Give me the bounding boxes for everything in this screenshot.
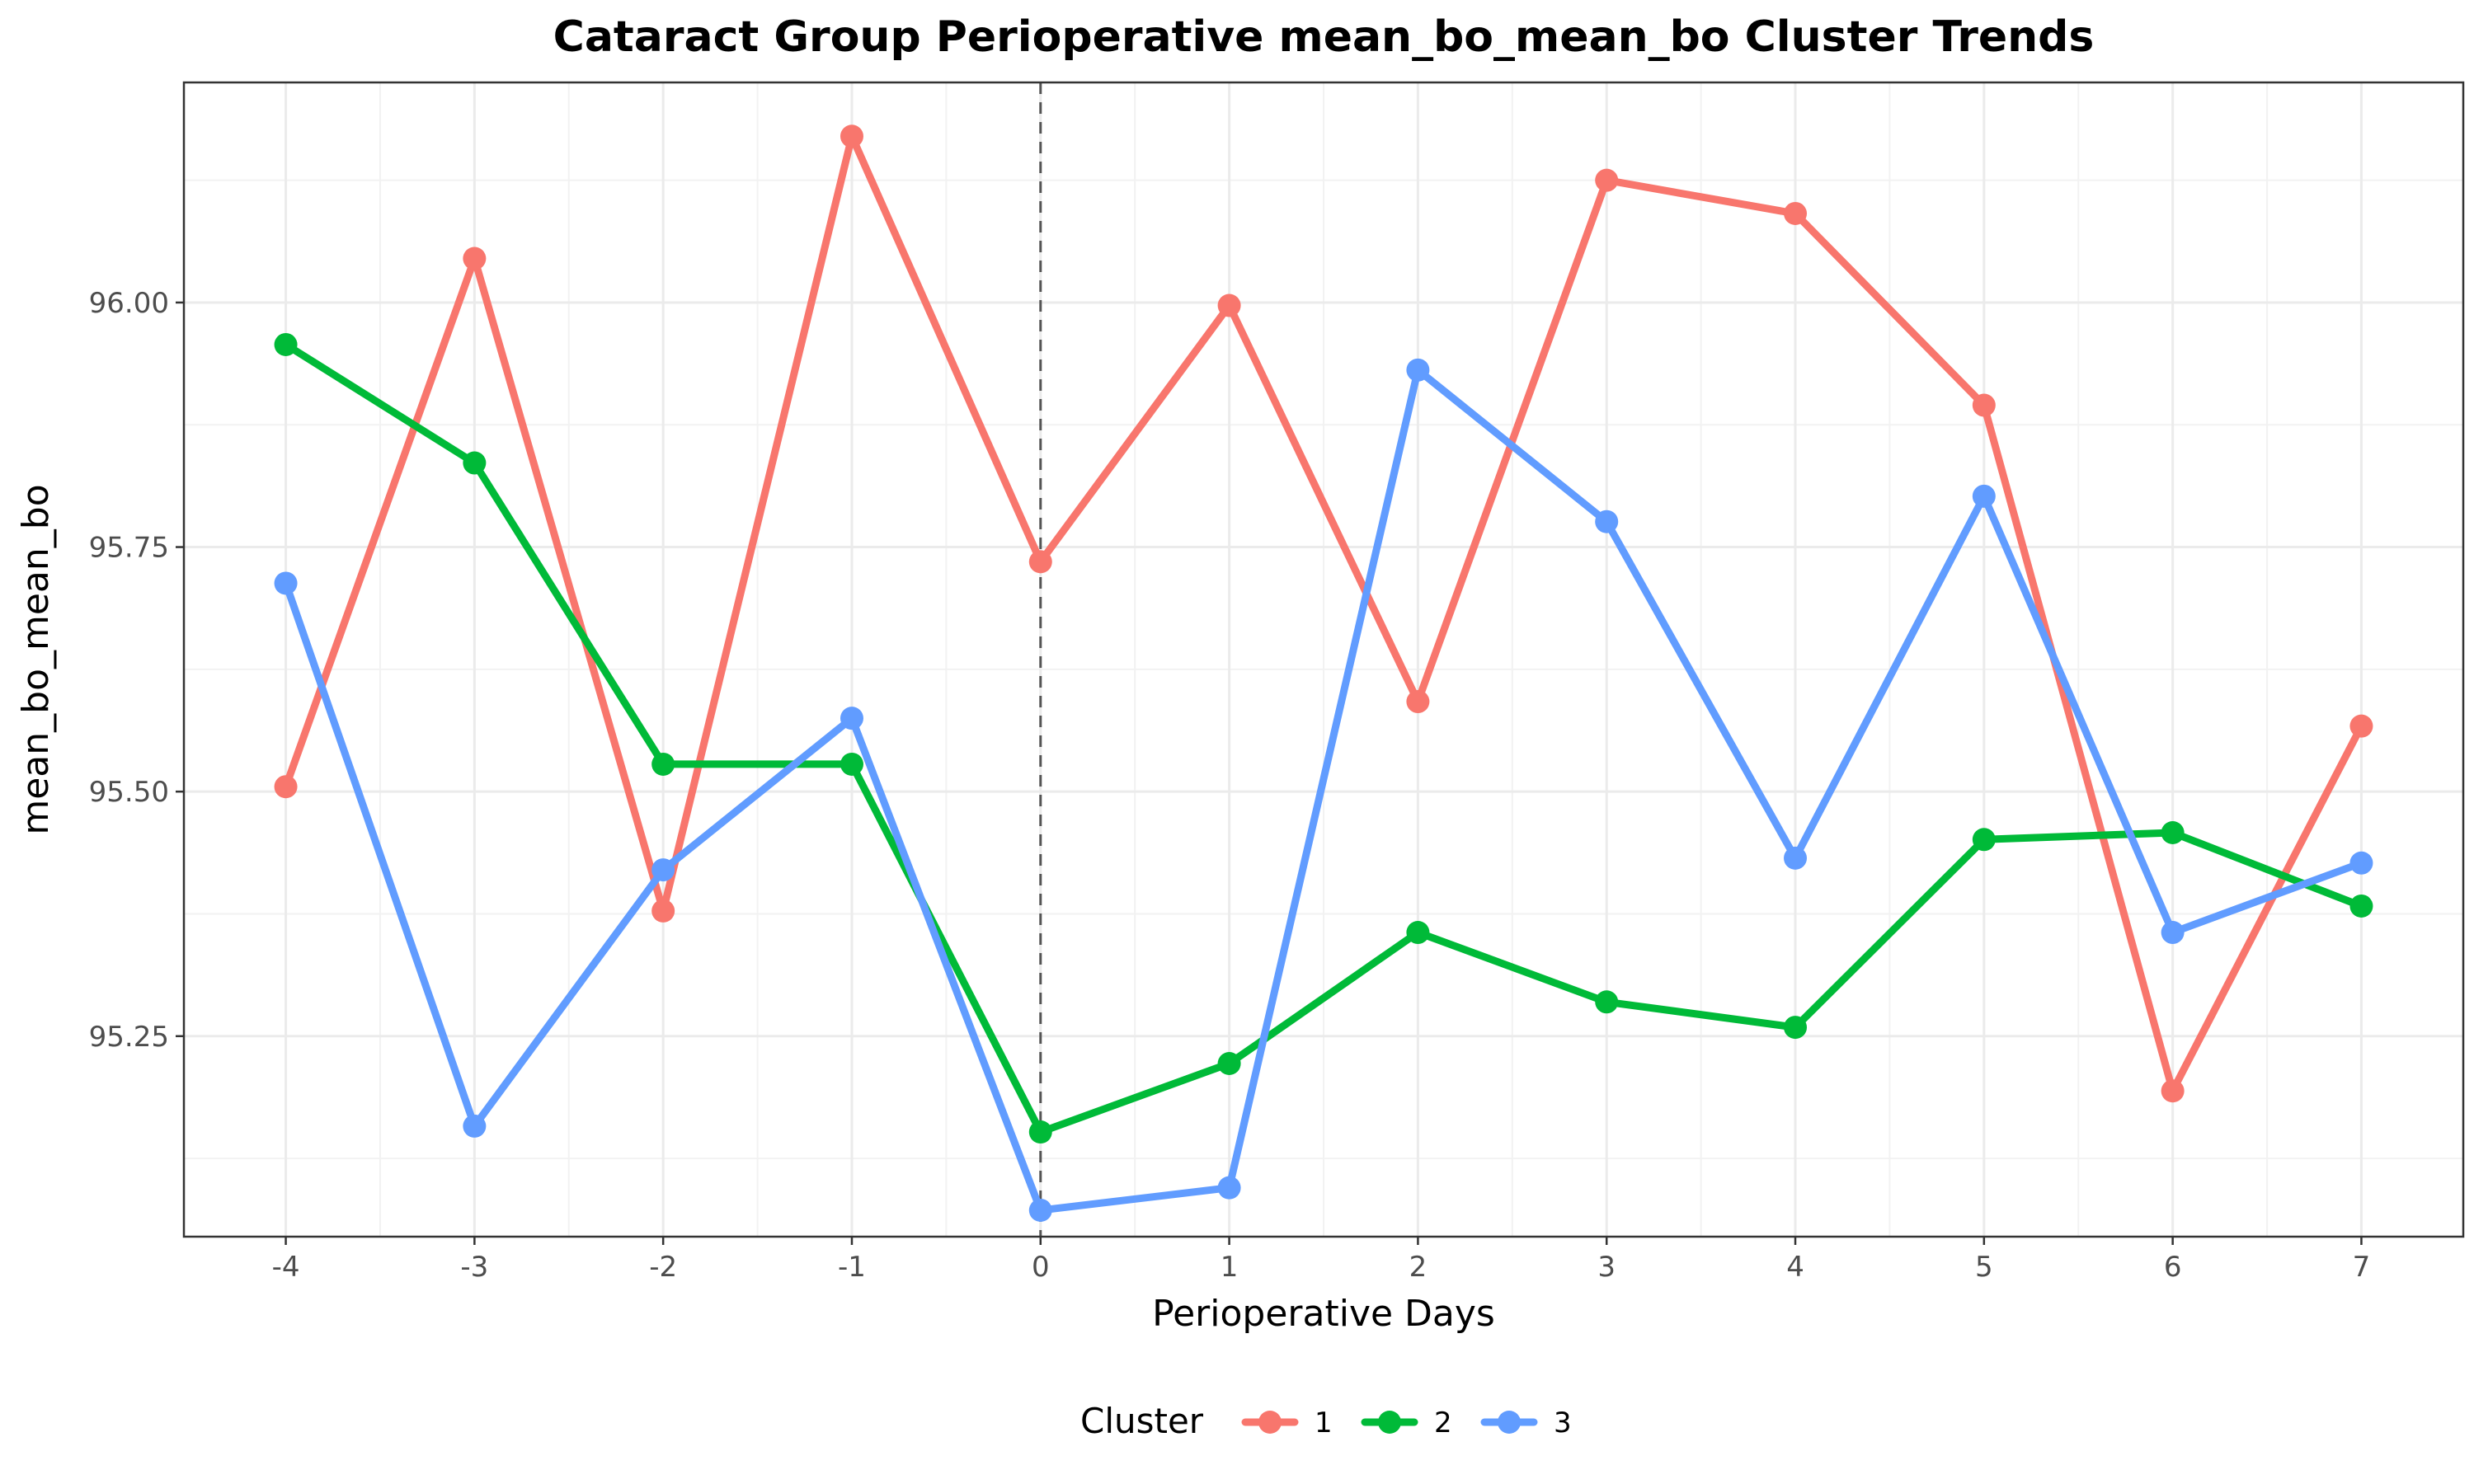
legend-label-2: 2 <box>1434 1407 1452 1439</box>
series-1-point <box>651 899 675 923</box>
y-axis-title: mean_bo_mean_bo <box>15 484 57 834</box>
x-tick-label: 6 <box>2164 1251 2182 1284</box>
series-1-point <box>2161 1079 2185 1103</box>
series-1-point <box>1784 201 1808 225</box>
y-tick-label: 95.50 <box>89 776 169 809</box>
legend-items: 1 2 3 <box>1241 1407 1572 1439</box>
legend-key-point-3 <box>1498 1411 1521 1434</box>
series-3-point <box>274 571 298 595</box>
series-2-point <box>2161 821 2185 844</box>
series-3-point <box>1217 1176 1241 1200</box>
series-2-point <box>651 752 675 776</box>
series-1-point <box>1217 294 1241 317</box>
legend-key-point-1 <box>1258 1411 1282 1434</box>
panel-border <box>182 81 2465 1238</box>
legend-label-1: 1 <box>1315 1407 1333 1439</box>
series-1-point <box>463 247 487 270</box>
chart-title: Cataract Group Perioperative mean_bo_mea… <box>553 12 2095 62</box>
x-tick-label: 5 <box>1975 1251 1993 1284</box>
series-2-point <box>840 752 863 776</box>
y-tick-label: 95.75 <box>89 532 169 565</box>
x-tick-label: 3 <box>1597 1251 1616 1284</box>
x-tick-label: -4 <box>272 1251 300 1284</box>
plot-panel: -4 -3 -2 -1 0 1 2 3 4 5 6 7 95.25 95.50 95.75 96.00 <box>89 81 2465 1284</box>
x-tick-label: -1 <box>838 1251 866 1284</box>
legend-key-point-2 <box>1378 1411 1401 1434</box>
legend-title: Cluster <box>1080 1401 1204 1441</box>
legend-label-3: 3 <box>1554 1407 1572 1439</box>
x-tick-label: -3 <box>460 1251 488 1284</box>
series-3-point <box>463 1114 487 1138</box>
x-tick-label: 2 <box>1409 1251 1427 1284</box>
series-3-point <box>1028 1198 1052 1222</box>
series-2-point <box>2349 894 2373 918</box>
series-3-point <box>2349 851 2373 875</box>
x-tick-label: 7 <box>2353 1251 2371 1284</box>
x-tick-label: 1 <box>1221 1251 1239 1284</box>
series-3-point <box>1595 510 1619 533</box>
series-2-point <box>1784 1016 1808 1040</box>
series-2-point <box>1028 1120 1052 1144</box>
series-1-point <box>274 775 298 799</box>
x-tick-label: 0 <box>1032 1251 1050 1284</box>
series-3-point <box>840 707 863 730</box>
series-2-line <box>282 340 2365 1136</box>
y-tick-label: 95.25 <box>89 1021 169 1054</box>
series-2-point <box>463 451 487 475</box>
series-3-point <box>1972 484 1996 508</box>
series-2-point <box>1972 828 1996 852</box>
legend: Cluster 1 2 3 <box>1080 1401 1572 1441</box>
series-2-point <box>1406 921 1430 945</box>
x-axis-title: Perioperative Days <box>1152 1293 1495 1335</box>
y-tick-label: 96.00 <box>89 287 169 320</box>
series-2-point <box>274 332 298 356</box>
series-1-point <box>1028 550 1052 574</box>
series-2-point <box>1217 1052 1241 1075</box>
series-3-line <box>282 366 2365 1214</box>
series-2-point <box>1595 990 1619 1014</box>
series-1-point <box>1972 393 1996 417</box>
series-1-point <box>2349 714 2373 738</box>
x-tick-label: 4 <box>1786 1251 1804 1284</box>
series-3-point <box>2161 921 2185 945</box>
series-3-point <box>651 858 675 882</box>
series-1-point <box>1595 168 1619 192</box>
series-1-line <box>282 132 2365 1095</box>
series-3-point <box>1784 846 1808 870</box>
x-tick-label: -2 <box>649 1251 677 1284</box>
series-3-point <box>1406 358 1430 382</box>
series-1-point <box>840 124 863 148</box>
series-1-point <box>1406 690 1430 714</box>
